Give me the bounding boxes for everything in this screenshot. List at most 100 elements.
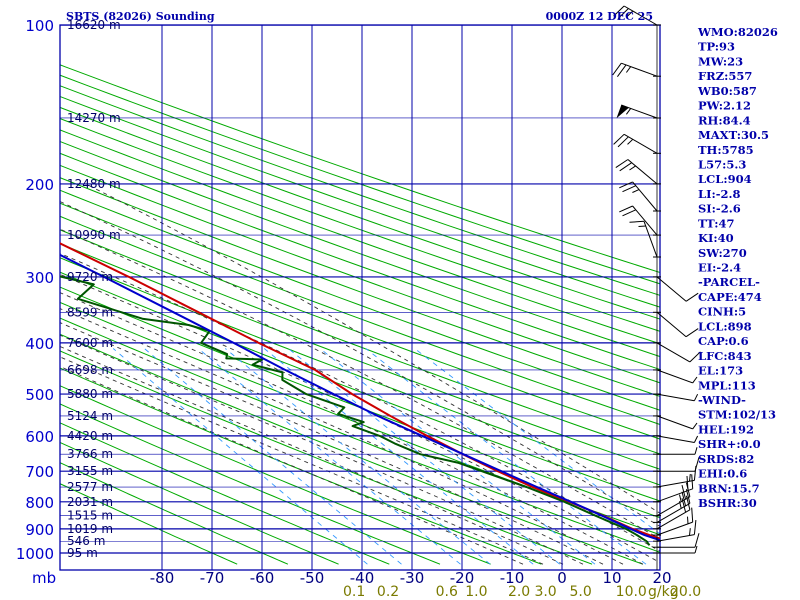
dry-adiabat (60, 177, 660, 397)
wind-barb (612, 62, 661, 77)
index-entry: MAXT:30.5 (698, 128, 769, 142)
mixing-ratio-tick-label: 2.0 (508, 584, 530, 600)
index-entry: KI:40 (698, 231, 734, 245)
mixing-ratio-tick-label: 0.6 (436, 584, 458, 600)
dry-adiabat (60, 462, 289, 565)
dry-adiabat (60, 106, 660, 320)
mixing-ratio-line (144, 348, 402, 565)
index-entry: BRN:15.7 (698, 481, 760, 495)
index-entry: WB0:587 (697, 84, 757, 98)
index-entry: TP:93 (698, 40, 735, 54)
wind-barb (653, 435, 699, 443)
pressure-tick-label: 800 (25, 494, 54, 512)
wind-barb (613, 133, 661, 154)
moist-adiabat (60, 201, 660, 527)
mixing-ratio-line (112, 348, 368, 565)
moist-adiabat (60, 334, 584, 565)
pressure-tick-label: 300 (25, 269, 54, 287)
index-entry: PW:2.12 (698, 99, 751, 113)
dry-adiabat (60, 152, 660, 371)
index-entry: SI:-2.6 (698, 202, 741, 216)
index-entry: EHI:0.6 (698, 467, 747, 481)
dry-adiabat (60, 403, 441, 565)
index-entry: CINH:5 (698, 305, 746, 319)
temperature-tick-label: -80 (150, 569, 175, 587)
index-entry: EI:-2.4 (698, 261, 741, 275)
dry-adiabat (60, 243, 660, 470)
index-entry: LCL:904 (698, 172, 752, 186)
height-label: 10990 m (67, 228, 121, 242)
wind-barb (653, 545, 698, 554)
dry-adiabat (60, 441, 339, 565)
index-entry: CAP:0.6 (698, 334, 749, 348)
index-entry: MPL:113 (698, 378, 756, 392)
mixing-ratio-tick-label: 5.0 (569, 584, 591, 600)
index-entry: CAPE:474 (698, 290, 762, 304)
dry-adiabat (60, 202, 660, 426)
mixing-ratio-tick-label: 10.0 (616, 584, 647, 600)
wind-barbs (612, 5, 701, 570)
index-entry: BSHR:30 (698, 496, 757, 510)
height-label: 7600 m (67, 336, 113, 350)
temperature-tick-label: 0 (557, 569, 567, 587)
chart-title: SBTS (82026) Sounding (66, 10, 215, 23)
wind-barb (653, 415, 698, 430)
pressure-tick-label: 500 (25, 386, 54, 404)
index-entry: -WIND- (698, 393, 746, 407)
temperature-tick-label: -10 (500, 569, 525, 587)
dry-adiabat (60, 95, 660, 308)
pressure-tick-label: 600 (25, 428, 54, 446)
mixing-ratio-line (414, 348, 660, 535)
dry-adiabat (60, 317, 660, 553)
index-entry: LI:-2.8 (698, 187, 741, 201)
dry-adiabat (60, 483, 238, 565)
index-entry: RH:84.4 (698, 113, 751, 127)
wind-barb (653, 369, 698, 384)
dry-adiabat (60, 189, 660, 411)
dewpoint-line (60, 275, 651, 546)
indices-panel: WMO:82026TP:93MW:23FRZ:557WB0:587PW:2.12… (697, 25, 778, 510)
dry-adiabat (60, 74, 660, 285)
index-entry: -PARCEL- (698, 275, 760, 289)
mixing-ratio-line (225, 348, 491, 565)
height-label: 8599 m (67, 305, 113, 319)
index-entry: EL:173 (698, 364, 743, 378)
height-label: 1515 m (67, 509, 113, 523)
moist-adiabat (60, 322, 604, 565)
index-entry: LCL:898 (698, 319, 752, 333)
height-label: 14270 m (67, 111, 121, 125)
mixing-ratio-tick-label: 0.2 (377, 584, 399, 600)
height-label: 12480 m (67, 177, 121, 191)
wind-barb (653, 447, 698, 455)
wind-barb (653, 520, 697, 542)
height-label: 546 m (67, 534, 105, 548)
mixing-ratio-tick-label: 1.0 (465, 584, 487, 600)
moist-adiabat (60, 365, 524, 565)
pressure-tick-label: 200 (25, 176, 54, 194)
chart-date: 0000Z 12 DEC 25 (546, 10, 653, 23)
dry-adiabat (60, 257, 660, 486)
dry-adiabat (60, 301, 660, 536)
plot-frame (59, 24, 661, 571)
temperature-tick-label: -20 (450, 569, 475, 587)
plot-border (59, 24, 661, 571)
pressure-tick-label: 900 (25, 521, 54, 539)
dry-adiabat (60, 350, 593, 565)
moist-adiabat (60, 292, 644, 565)
mixing-ratio-tick-label: 20.0 (670, 584, 701, 600)
parcel-line (60, 253, 660, 542)
temperature-tick-label: -50 (300, 569, 325, 587)
wind-barb (653, 533, 700, 548)
index-entry: STM:102/13 (698, 408, 776, 422)
index-entry: SRDS:82 (698, 452, 754, 466)
moist-adiabat (60, 345, 564, 565)
wind-barb (615, 159, 661, 185)
wind-barb (653, 507, 694, 536)
height-label: 3766 m (67, 447, 113, 461)
height-label: 3155 m (67, 464, 113, 478)
index-entry: MW:23 (698, 54, 743, 68)
wind-barb (653, 474, 694, 503)
index-entry: HEL:192 (698, 422, 754, 436)
